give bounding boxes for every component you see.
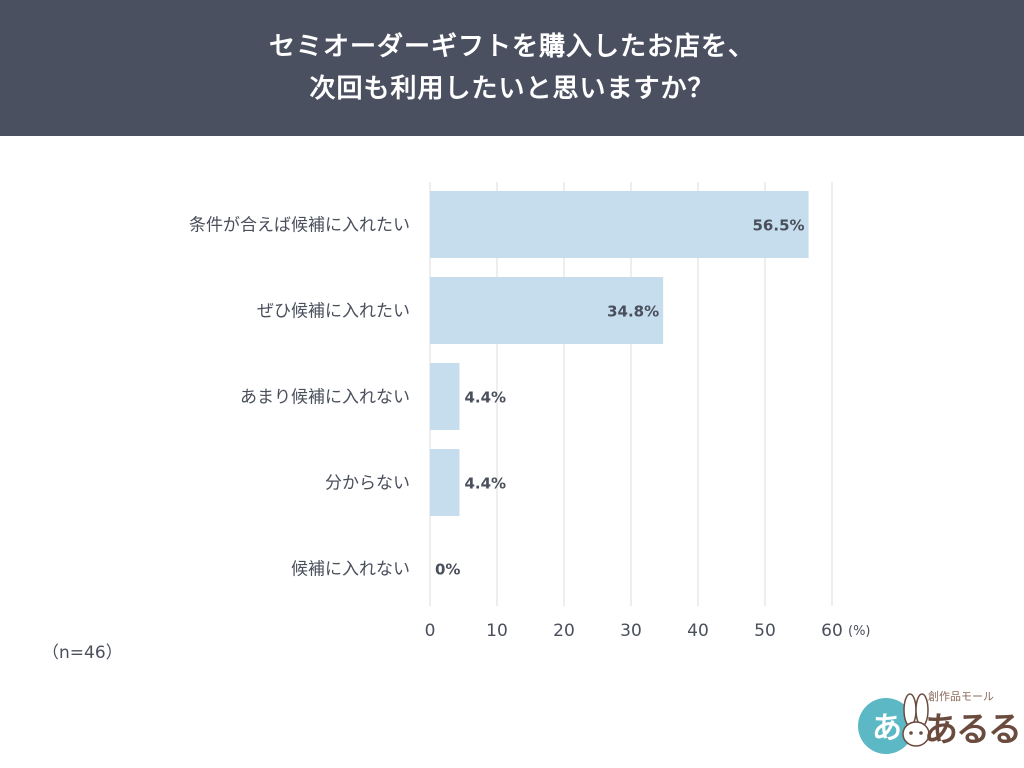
chart-title-line-2: 次回も利用したいと思いますか？ bbox=[309, 74, 715, 104]
rabbit-ear-left bbox=[903, 693, 917, 727]
rabbit-eye-right bbox=[919, 731, 923, 735]
x-unit-label: (%) bbox=[848, 624, 871, 639]
category-label-0: 条件が合えば候補に入れたい bbox=[189, 216, 410, 236]
rabbit-icon: あ bbox=[858, 693, 930, 754]
logo-badge-text: あ bbox=[872, 711, 902, 746]
brand-logo: あ 創作品モール あるる bbox=[850, 688, 1022, 758]
rabbit-eye-left bbox=[909, 731, 913, 735]
category-label-4: 候補に入れない bbox=[291, 560, 410, 580]
bar-2 bbox=[430, 363, 460, 430]
x-tick-label-5: 50 bbox=[754, 621, 776, 641]
logo-main-text: あるる bbox=[924, 710, 1022, 750]
logo-small-text: 創作品モール bbox=[928, 690, 994, 703]
sample-size-note: （n=46） bbox=[42, 643, 123, 663]
data-label-1: 34.8% bbox=[607, 303, 659, 321]
data-label-2: 4.4% bbox=[464, 389, 506, 407]
x-tick-label-3: 30 bbox=[620, 621, 642, 641]
logo-badge-circle bbox=[858, 698, 914, 754]
data-label-0: 56.5% bbox=[753, 217, 805, 235]
x-tick-label-1: 10 bbox=[486, 621, 508, 641]
x-tick-label-4: 40 bbox=[687, 621, 709, 641]
category-label-1: ぜひ候補に入れたい bbox=[257, 302, 410, 322]
category-label-2: あまり候補に入れない bbox=[240, 388, 410, 408]
rabbit-face bbox=[902, 721, 930, 747]
data-label-3: 4.4% bbox=[464, 475, 506, 493]
bar-1 bbox=[430, 277, 664, 344]
chart-title-line-1: セミオーダーギフトを購入したお店を、 bbox=[268, 32, 755, 62]
chart-header: セミオーダーギフトを購入したお店を、 次回も利用したいと思いますか？ bbox=[0, 0, 1024, 136]
bar-0 bbox=[430, 191, 809, 258]
x-tick-label-2: 20 bbox=[553, 621, 575, 641]
data-label-4: 0% bbox=[435, 561, 460, 579]
x-tick-label-6: 60 bbox=[821, 621, 843, 641]
category-label-3: 分からない bbox=[325, 474, 410, 494]
x-tick-label-0: 0 bbox=[425, 621, 436, 641]
bar-3 bbox=[430, 449, 460, 516]
